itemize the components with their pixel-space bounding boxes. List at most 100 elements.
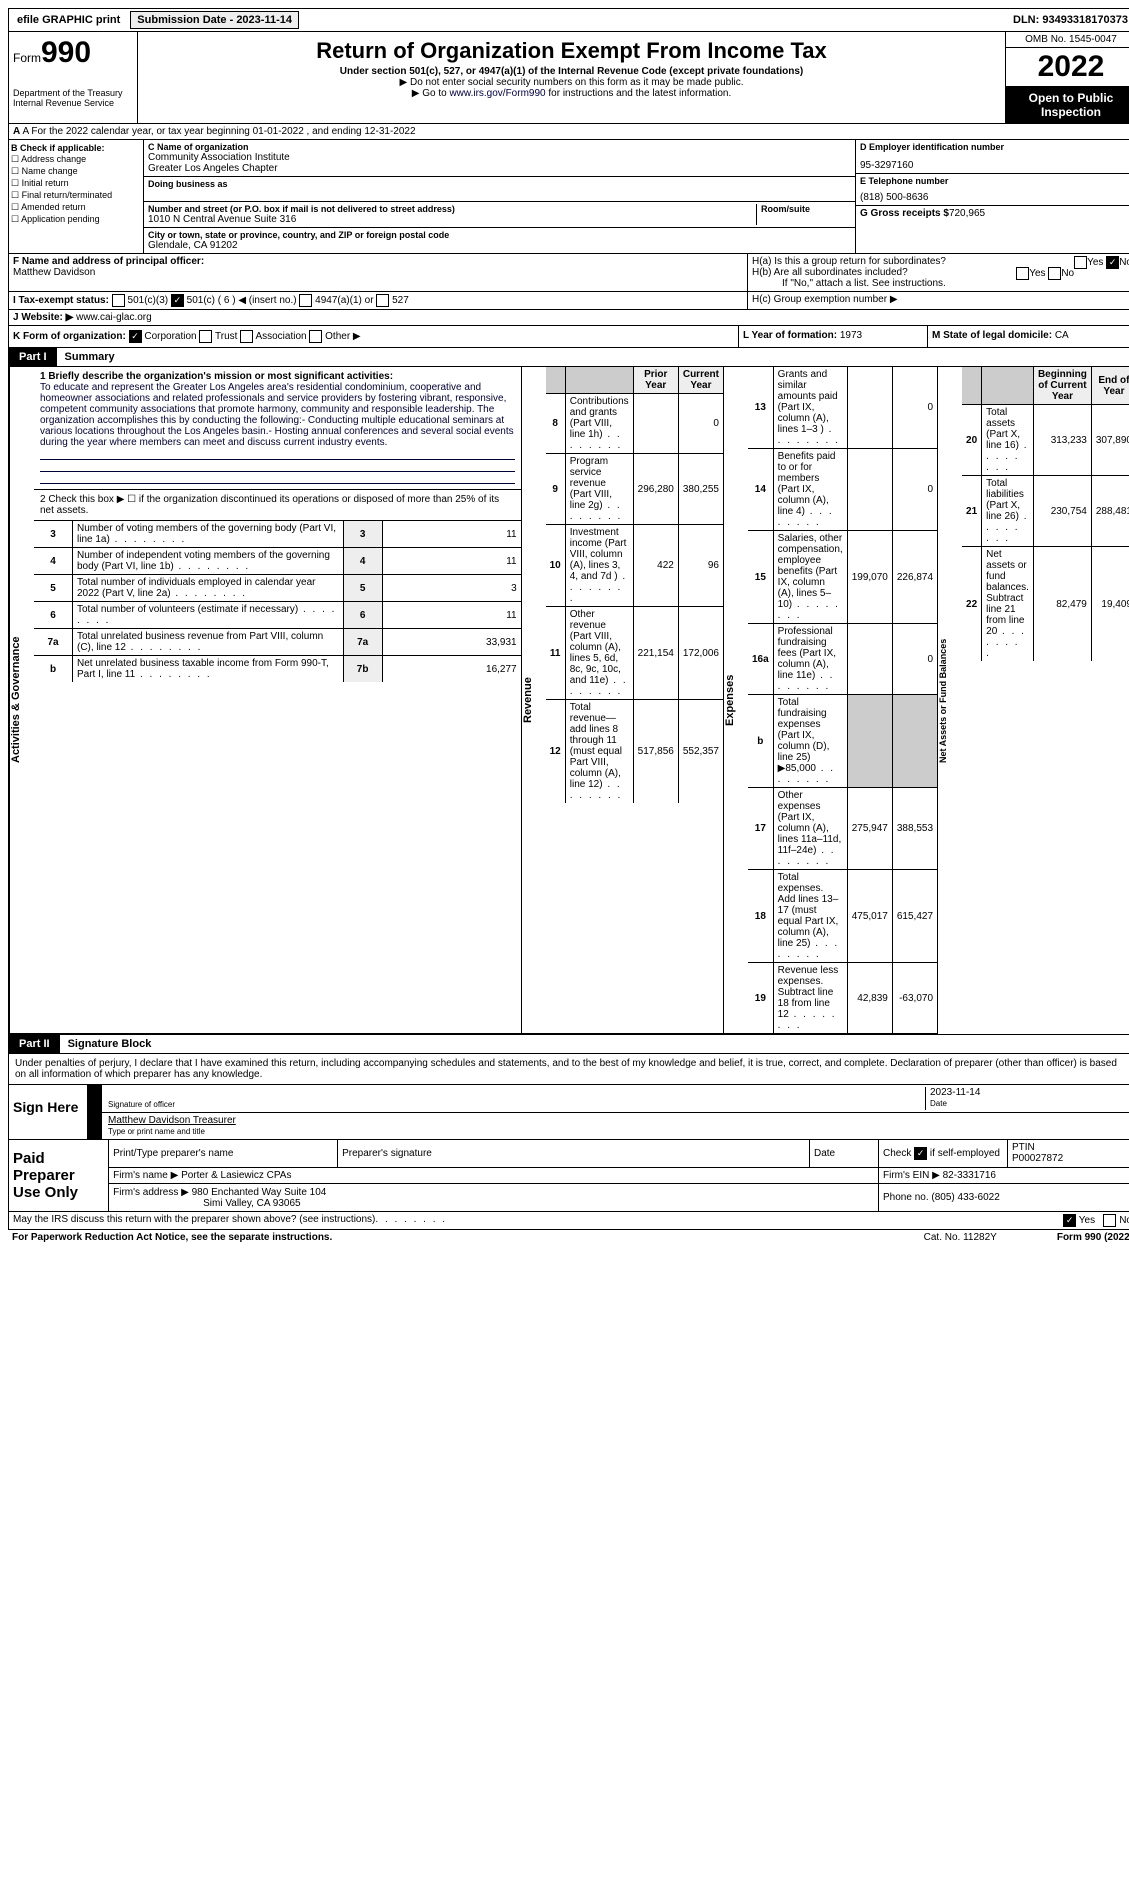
firm-name-label: Firm's name ▶ xyxy=(113,1170,178,1181)
line-value: 3 xyxy=(382,575,521,602)
firm-name: Porter & Lasiewicz CPAs xyxy=(181,1170,291,1181)
chk-final-return[interactable]: Final return/terminated xyxy=(11,190,141,201)
chk-self-employed[interactable]: ✓ xyxy=(914,1147,927,1160)
firm-ein: 82-3331716 xyxy=(943,1170,996,1181)
line-num: b xyxy=(34,656,73,683)
line-text: Total fundraising expenses (Part IX, col… xyxy=(773,695,847,788)
hb-no[interactable] xyxy=(1048,267,1061,280)
chk-address-change[interactable]: Address change xyxy=(11,154,141,165)
chk-other[interactable] xyxy=(309,330,322,343)
i-label: I Tax-exempt status: xyxy=(13,295,109,306)
line-text: Program service revenue (Part VIII, line… xyxy=(565,454,633,525)
firm-addr1: 980 Enchanted Way Suite 104 xyxy=(192,1187,327,1198)
line-text: Total expenses. Add lines 13–17 (must eq… xyxy=(773,870,847,963)
open-to-public: Open to Public Inspection xyxy=(1006,87,1129,123)
exp-table: 13 Grants and similar amounts paid (Part… xyxy=(748,367,937,1033)
col-b-checkboxes: B Check if applicable: Address change Na… xyxy=(9,140,144,253)
chk-name-change[interactable]: Name change xyxy=(11,166,141,177)
chk-501c3[interactable] xyxy=(112,294,125,307)
omb-number: OMB No. 1545-0047 xyxy=(1006,32,1129,48)
row-j: J Website: ▶ www.cai-glac.org xyxy=(8,310,1129,326)
discuss-yes[interactable]: ✓ xyxy=(1063,1214,1076,1227)
hb-label: H(b) Are all subordinates included? xyxy=(752,267,908,278)
beginning-value: 82,479 xyxy=(1033,547,1091,662)
form-number: Form990 xyxy=(13,36,133,70)
form-title: Return of Organization Exempt From Incom… xyxy=(142,38,1001,64)
summary-section: Activities & Governance 1 Briefly descri… xyxy=(8,367,1129,1035)
end-value: 19,409 xyxy=(1091,547,1129,662)
prior-value: 422 xyxy=(633,525,678,607)
line2-text: 2 Check this box ▶ ☐ if the organization… xyxy=(34,490,521,521)
chk-initial-return[interactable]: Initial return xyxy=(11,178,141,189)
box-num: 7a xyxy=(343,629,382,656)
tax-year: 2022 xyxy=(1006,48,1129,87)
line-text: Number of voting members of the governin… xyxy=(73,521,344,548)
form-ref: Form 990 (2022) xyxy=(1057,1232,1129,1243)
chk-amended[interactable]: Amended return xyxy=(11,202,141,213)
sec-revenue: Revenue Prior Year Current Year8 Contrib… xyxy=(521,367,723,1034)
sec-governance: Activities & Governance 1 Briefly descri… xyxy=(9,367,521,1034)
prep-name-hdr: Print/Type preparer's name xyxy=(109,1140,338,1167)
tel-value: (818) 500-8636 xyxy=(860,192,1129,203)
line-num: 21 xyxy=(962,476,982,547)
prior-value: 42,839 xyxy=(847,963,892,1034)
hb-yes[interactable] xyxy=(1016,267,1029,280)
line-text: Benefits paid to or for members (Part IX… xyxy=(773,449,847,531)
row-i: I Tax-exempt status: 501(c)(3) ✓ 501(c) … xyxy=(8,292,1129,310)
line-text: Revenue less expenses. Subtract line 18 … xyxy=(773,963,847,1034)
org-name-1: Community Association Institute xyxy=(148,152,851,163)
perjury-declaration: Under penalties of perjury, I declare th… xyxy=(8,1054,1129,1085)
chk-application-pending[interactable]: Application pending xyxy=(11,214,141,225)
gross-label: G Gross receipts $ xyxy=(860,208,949,219)
current-value: 226,874 xyxy=(892,531,937,624)
form-header: Form990 Department of the Treasury Inter… xyxy=(8,32,1129,124)
chk-trust[interactable] xyxy=(199,330,212,343)
prior-value: 275,947 xyxy=(847,788,892,870)
mission-text: To educate and represent the Greater Los… xyxy=(40,382,515,448)
chk-527[interactable] xyxy=(376,294,389,307)
chk-corp[interactable]: ✓ xyxy=(129,330,142,343)
part2-header: Part II Signature Block xyxy=(8,1035,1129,1054)
line-num: 9 xyxy=(546,454,566,525)
irs-link[interactable]: www.irs.gov/Form990 xyxy=(449,88,545,99)
box-num: 5 xyxy=(343,575,382,602)
goto-note: ▶ Go to www.irs.gov/Form990 for instruct… xyxy=(142,88,1001,99)
prior-value xyxy=(847,449,892,531)
discuss-no[interactable] xyxy=(1103,1214,1116,1227)
current-value: 380,255 xyxy=(678,454,723,525)
chk-501c[interactable]: ✓ xyxy=(171,294,184,307)
prep-sig-hdr: Preparer's signature xyxy=(338,1140,810,1167)
part1-title: Summary xyxy=(57,348,123,366)
name-label: Type or print name and title xyxy=(108,1127,205,1136)
submission-date-button[interactable]: Submission Date - 2023-11-14 xyxy=(130,11,299,29)
vlabel-revenue: Revenue xyxy=(521,367,546,1033)
prior-value: 296,280 xyxy=(633,454,678,525)
line-num: 10 xyxy=(546,525,566,607)
prior-value xyxy=(633,394,678,454)
phone-label: Phone no. xyxy=(883,1192,929,1203)
line-num: 3 xyxy=(34,521,73,548)
vlabel-governance: Activities & Governance xyxy=(9,367,34,1033)
box-num: 6 xyxy=(343,602,382,629)
line-num: 11 xyxy=(546,607,566,700)
ha-no[interactable]: ✓ xyxy=(1106,256,1119,269)
line-text: Number of independent voting members of … xyxy=(73,548,344,575)
line-text: Contributions and grants (Part VIII, lin… xyxy=(565,394,633,454)
ha-yes[interactable] xyxy=(1074,256,1087,269)
firm-ein-label: Firm's EIN ▶ xyxy=(883,1170,940,1181)
line-num: 19 xyxy=(748,963,773,1034)
line-num: 22 xyxy=(962,547,982,662)
m-value: CA xyxy=(1055,330,1069,341)
chk-assoc[interactable] xyxy=(240,330,253,343)
ssn-note: ▶ Do not enter social security numbers o… xyxy=(142,77,1001,88)
tel-label: E Telephone number xyxy=(860,176,1129,186)
end-value: 307,890 xyxy=(1091,405,1129,476)
org-name-label: C Name of organization xyxy=(148,142,851,152)
line-value: 16,277 xyxy=(382,656,521,683)
col-d-ids: D Employer identification number 95-3297… xyxy=(855,140,1129,253)
prior-value: 199,070 xyxy=(847,531,892,624)
dba-label: Doing business as xyxy=(148,179,851,189)
end-value: 288,481 xyxy=(1091,476,1129,547)
prep-selfemp: Check ✓ if self-employed xyxy=(879,1140,1008,1167)
chk-4947[interactable] xyxy=(299,294,312,307)
